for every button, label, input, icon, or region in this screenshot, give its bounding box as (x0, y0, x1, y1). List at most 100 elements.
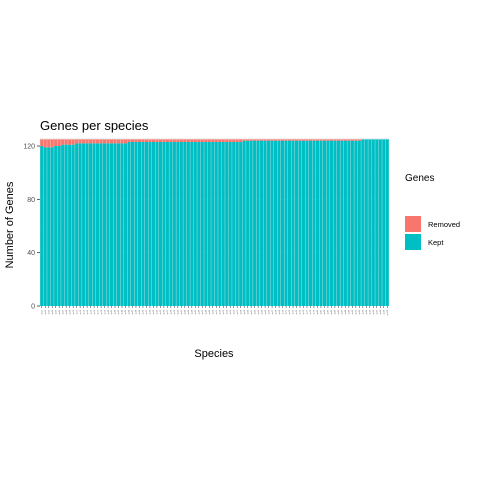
x-tick-label: sp63 (258, 309, 260, 314)
x-tick-label: sp62 (254, 309, 256, 314)
bar-removed (287, 139, 292, 141)
x-tick-label: sp04 (52, 309, 54, 314)
bar-removed (322, 139, 327, 141)
bar-kept (225, 142, 229, 306)
bar-removed (294, 139, 299, 141)
bars-group (40, 139, 389, 306)
x-tick-label: sp94 (366, 309, 368, 314)
x-tick-label: sp68 (275, 309, 277, 314)
bar-removed (291, 139, 295, 141)
y-tick-label: 120 (23, 144, 35, 151)
x-tick-label: sp91 (356, 309, 358, 314)
bar-kept (239, 142, 243, 306)
bar-kept (246, 140, 250, 306)
x-tick-label: sp10 (73, 309, 75, 314)
x-tick-label: sp47 (202, 309, 204, 314)
bar-kept (71, 144, 75, 306)
x-tick-label: sp83 (328, 309, 330, 314)
bar-kept (207, 142, 211, 306)
bar-removed (85, 139, 89, 144)
bar-removed (350, 139, 354, 141)
bar-removed (253, 139, 257, 141)
bar-removed (204, 139, 208, 142)
x-tick-label: sp97 (376, 309, 378, 314)
bar-removed (89, 139, 93, 144)
bar-removed (225, 139, 229, 142)
bar-removed (141, 139, 145, 142)
bar-kept (361, 139, 365, 306)
x-tick-label: sp59 (244, 309, 246, 314)
bar-kept (57, 146, 61, 306)
x-tick-label: sp58 (240, 309, 242, 314)
x-tick-label: sp05 (55, 309, 57, 314)
bar-kept (280, 140, 285, 306)
bar-kept (172, 142, 176, 306)
x-tick-label: sp33 (153, 309, 155, 314)
bar-removed (155, 139, 159, 142)
x-tick-label: sp11 (76, 309, 78, 314)
x-tick-label: sp29 (139, 309, 141, 314)
bar-kept (221, 142, 225, 306)
bar-kept (350, 140, 354, 306)
bar-removed (242, 139, 246, 141)
x-tick-label: sp79 (314, 309, 316, 314)
bar-removed (40, 139, 44, 146)
bar-kept (214, 142, 218, 306)
bar-removed (284, 139, 288, 141)
bar-kept (78, 143, 82, 306)
legend: Genes Removed Kept (405, 173, 460, 250)
bar-removed (75, 139, 79, 144)
bar-kept (294, 140, 299, 306)
bar-removed (340, 139, 344, 141)
bar-kept (134, 142, 138, 306)
bar-removed (197, 139, 201, 142)
bar-removed (200, 139, 204, 142)
bar-removed (298, 139, 302, 141)
bar-kept (368, 139, 372, 306)
bar-kept (200, 142, 204, 306)
x-tick-label: sp64 (261, 309, 263, 314)
bar-kept (378, 139, 382, 306)
bar-kept (371, 139, 375, 306)
bar-kept (260, 140, 264, 306)
x-tick-label: sp90 (352, 309, 354, 314)
bar-kept (162, 142, 166, 306)
x-tick-label: sp98 (380, 309, 382, 314)
x-tick-label: sp49 (209, 309, 211, 314)
x-tick-label: sp42 (185, 309, 187, 314)
bar-kept (263, 140, 267, 306)
bar-removed (315, 139, 320, 141)
bar-removed (123, 139, 128, 144)
bar-removed (113, 139, 117, 144)
x-tick-label: sp44 (192, 309, 194, 314)
x-tick-label: sp13 (83, 309, 85, 314)
x-tick-label: sp15 (90, 309, 92, 314)
bar-removed (301, 139, 306, 141)
bar-removed (158, 139, 162, 142)
bar-removed (239, 139, 243, 142)
x-tick-label: sp12 (80, 309, 82, 314)
bar-kept (267, 140, 271, 306)
x-tick-label: sp84 (331, 309, 333, 314)
bar-kept (211, 142, 215, 306)
x-tick-label: sp88 (345, 309, 347, 314)
x-tick-label: sp24 (122, 309, 124, 314)
x-tick-label: sp95 (370, 309, 372, 314)
bar-kept (130, 142, 135, 306)
bar-kept (68, 144, 72, 306)
bar-removed (256, 139, 260, 141)
bar-removed (305, 139, 309, 141)
bar-removed (148, 139, 152, 142)
bar-removed (176, 139, 180, 142)
bar-kept (141, 142, 145, 306)
bar-removed (109, 139, 114, 144)
bar-removed (102, 139, 107, 144)
bar-kept (256, 140, 260, 306)
y-axis-title: Number of Genes (4, 181, 16, 268)
bar-kept (183, 142, 187, 306)
bar-kept (64, 144, 68, 306)
bar-kept (102, 143, 107, 306)
bar-kept (75, 143, 79, 306)
bar-kept (319, 140, 323, 306)
x-tick-label: sp67 (272, 309, 274, 314)
